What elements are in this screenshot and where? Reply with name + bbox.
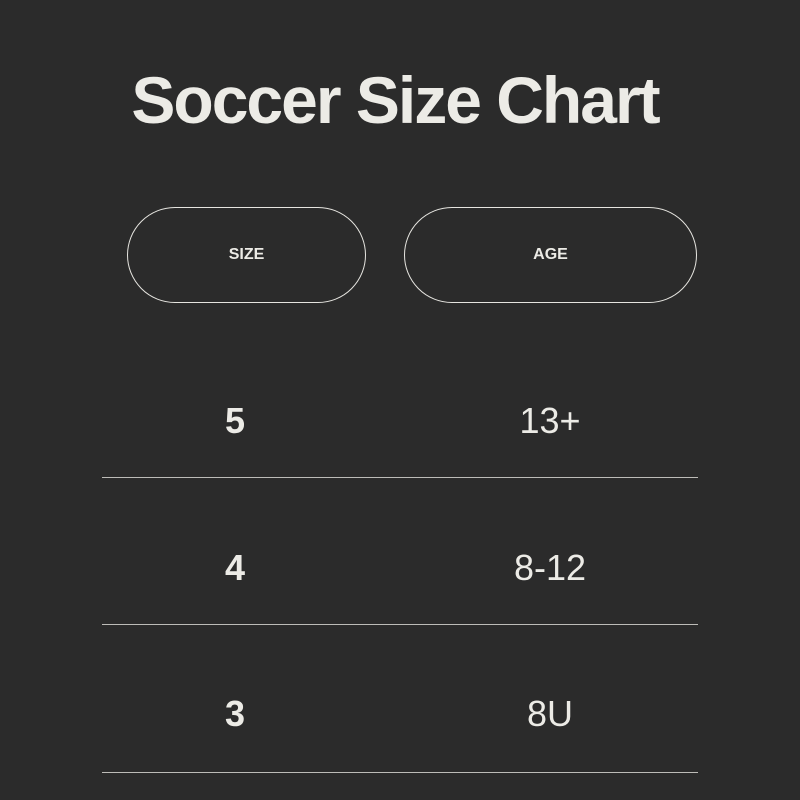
- size-cell: 5: [224, 399, 246, 441]
- size-cell: 4: [224, 546, 246, 588]
- table-row: 5 13+: [102, 347, 698, 494]
- row-divider: [102, 772, 698, 773]
- age-cell: 8U: [526, 692, 574, 734]
- header-size: SIZE: [127, 207, 366, 303]
- page-title: Soccer Size Chart: [131, 63, 660, 137]
- table-row: 4 8-12: [102, 494, 698, 641]
- size-cell: 3: [224, 692, 246, 734]
- row-divider: [102, 477, 698, 478]
- header-age: AGE: [404, 207, 697, 303]
- row-divider: [102, 624, 698, 625]
- header-size-label: SIZE: [228, 246, 265, 263]
- age-cell: 8-12: [513, 546, 587, 588]
- header-age-label: AGE: [533, 246, 568, 263]
- table-row: 3 8U: [102, 640, 698, 787]
- age-cell: 13+: [519, 399, 581, 441]
